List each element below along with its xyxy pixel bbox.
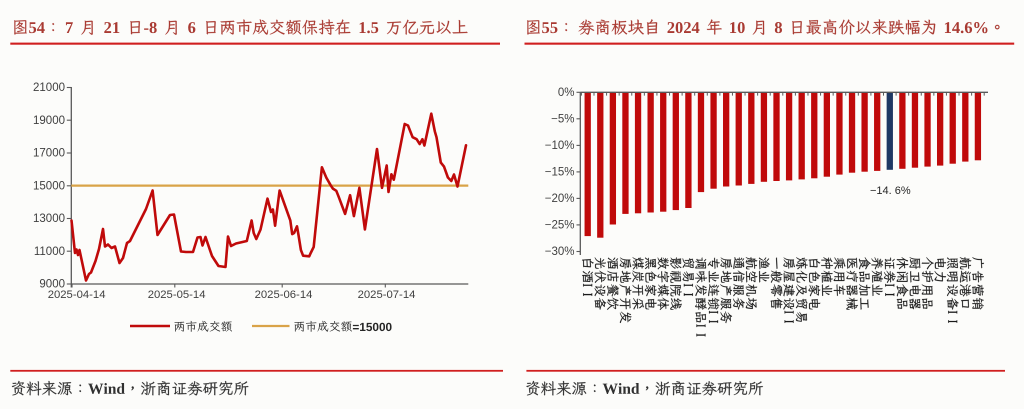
svg-text:19000: 19000 (33, 115, 65, 127)
svg-text:−15%: −15% (545, 167, 575, 179)
svg-text:13000: 13000 (33, 213, 65, 225)
svg-text:−30%: −30% (545, 246, 575, 258)
svg-text:2025-07-14: 2025-07-14 (358, 289, 416, 301)
svg-text:9000: 9000 (39, 279, 65, 291)
svg-text:17000: 17000 (33, 148, 65, 160)
svg-text:−5%: −5% (551, 113, 574, 125)
svg-text:11000: 11000 (34, 246, 65, 258)
svg-text:−14. 6%: −14. 6% (870, 185, 911, 197)
svg-text:2025-05-14: 2025-05-14 (148, 289, 206, 301)
svg-text:−25%: −25% (545, 220, 575, 232)
svg-text:−10%: −10% (545, 140, 575, 152)
svg-text:21000: 21000 (33, 82, 65, 94)
svg-text:2025-04-14: 2025-04-14 (48, 289, 106, 301)
svg-text:0%: 0% (558, 87, 575, 99)
svg-text:−20%: −20% (545, 193, 575, 205)
svg-text:15000: 15000 (33, 180, 65, 192)
svg-text:2025-06-14: 2025-06-14 (255, 289, 313, 301)
